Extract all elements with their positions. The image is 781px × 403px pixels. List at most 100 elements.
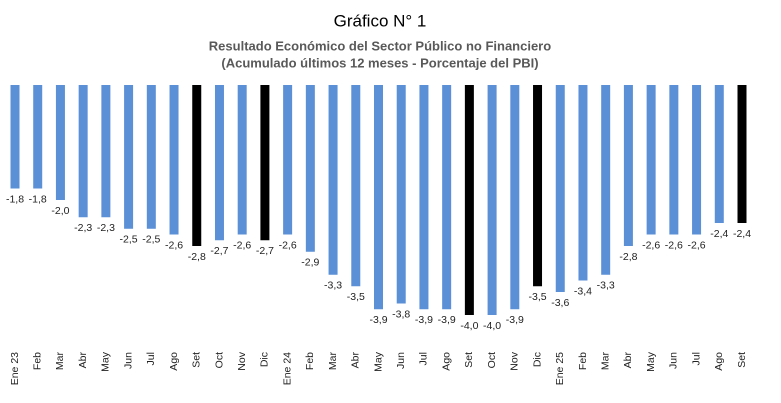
x-tick-label: Abr bbox=[77, 352, 89, 369]
x-tick-label: Mar bbox=[54, 352, 66, 371]
bar bbox=[328, 85, 338, 275]
bar bbox=[396, 85, 406, 304]
value-label: -2,6 bbox=[233, 239, 251, 251]
value-label: -2,4 bbox=[733, 228, 751, 240]
x-tick-label: Feb bbox=[577, 352, 589, 370]
x-tick-label: May bbox=[100, 351, 112, 372]
bar bbox=[419, 85, 429, 310]
x-tick-label: Set bbox=[191, 352, 203, 368]
value-label: -2,5 bbox=[120, 234, 138, 246]
chart-title: Gráfico N° 1 bbox=[334, 11, 427, 30]
value-label: -2,5 bbox=[142, 234, 160, 246]
bar bbox=[192, 85, 202, 246]
value-label: -3,9 bbox=[506, 314, 524, 326]
x-tick-label: Jul bbox=[418, 352, 430, 365]
bar bbox=[464, 85, 474, 315]
value-label: -3,5 bbox=[528, 291, 546, 303]
value-label: -2,6 bbox=[279, 239, 297, 251]
value-label: -3,9 bbox=[415, 314, 433, 326]
value-label: -3,9 bbox=[438, 314, 456, 326]
bar bbox=[78, 85, 88, 218]
x-tick-label: Mar bbox=[599, 352, 611, 371]
x-tick-label: Nov bbox=[236, 351, 248, 370]
x-tick-label: Abr bbox=[350, 352, 362, 369]
x-tick-label: Feb bbox=[304, 352, 316, 370]
value-label: -2,9 bbox=[301, 257, 319, 269]
bar bbox=[601, 85, 611, 275]
value-label: -3,5 bbox=[347, 291, 365, 303]
value-label: -2,7 bbox=[210, 245, 228, 257]
value-label: -2,6 bbox=[642, 239, 660, 251]
value-label: -1,8 bbox=[29, 193, 47, 205]
value-label: -3,4 bbox=[574, 285, 592, 297]
value-label: -4,0 bbox=[483, 320, 501, 332]
bar bbox=[646, 85, 656, 235]
chart-subtitle: (Acumulado últimos 12 meses - Porcentaje… bbox=[221, 55, 538, 70]
bar bbox=[623, 85, 633, 246]
value-label: -3,8 bbox=[392, 308, 410, 320]
bar bbox=[305, 85, 315, 252]
x-tick-label: Ago bbox=[713, 352, 725, 371]
bar bbox=[33, 85, 43, 189]
bar bbox=[169, 85, 179, 235]
bar bbox=[555, 85, 565, 292]
bar bbox=[10, 85, 20, 189]
bar bbox=[55, 85, 65, 200]
x-tick-label: Mar bbox=[327, 352, 339, 371]
x-tick-label: May bbox=[372, 351, 384, 372]
x-tick-label: Feb bbox=[32, 352, 44, 370]
bar bbox=[351, 85, 361, 287]
x-tick-label: Abr bbox=[622, 352, 634, 369]
x-tick-label: May bbox=[645, 351, 657, 372]
x-tick-label: Nov bbox=[509, 351, 521, 370]
x-tick-label: Dic bbox=[259, 352, 271, 367]
value-label: -2,3 bbox=[97, 222, 115, 234]
x-tick-label: Ago bbox=[440, 352, 452, 371]
value-label: -4,0 bbox=[460, 320, 478, 332]
x-tick-label: Ene 23 bbox=[9, 352, 21, 385]
bar bbox=[578, 85, 588, 281]
x-tick-label: Ene 25 bbox=[554, 352, 566, 385]
bar bbox=[533, 85, 543, 287]
bar bbox=[374, 85, 383, 310]
bar bbox=[146, 85, 156, 229]
bar bbox=[260, 85, 270, 241]
bar bbox=[487, 85, 497, 315]
x-tick-label: Jun bbox=[395, 352, 407, 369]
value-label: -2,8 bbox=[188, 251, 206, 263]
bar bbox=[101, 85, 111, 218]
x-tick-label: Oct bbox=[486, 352, 498, 368]
x-tick-label: Set bbox=[463, 352, 475, 368]
x-tick-label: Dic bbox=[531, 352, 543, 367]
bar bbox=[283, 85, 293, 235]
value-label: -2,6 bbox=[688, 239, 706, 251]
x-tick-label: Jul bbox=[690, 352, 702, 365]
value-label: -2,6 bbox=[165, 239, 183, 251]
value-label: -3,3 bbox=[597, 280, 615, 292]
chart-subtitle: Resultado Económico del Sector Público n… bbox=[209, 38, 551, 53]
x-tick-label: Jul bbox=[145, 352, 157, 365]
x-tick-label: Jun bbox=[668, 352, 680, 369]
x-tick-label: Set bbox=[736, 352, 748, 368]
value-label: -2,4 bbox=[710, 228, 728, 240]
bar bbox=[669, 85, 679, 235]
x-tick-label: Oct bbox=[213, 352, 225, 368]
value-label: -1,8 bbox=[6, 193, 24, 205]
x-tick-label: Ago bbox=[168, 352, 180, 371]
value-label: -2,0 bbox=[51, 205, 69, 217]
bar bbox=[692, 85, 702, 235]
value-label: -3,6 bbox=[551, 297, 569, 309]
bar bbox=[714, 85, 724, 223]
bar bbox=[237, 85, 247, 235]
value-label: -2,8 bbox=[619, 251, 637, 263]
x-tick-label: Jun bbox=[122, 352, 134, 369]
value-label: -3,9 bbox=[369, 314, 387, 326]
x-tick-label: Ene 24 bbox=[281, 352, 293, 385]
value-label: -2,3 bbox=[74, 222, 92, 234]
value-label: -3,3 bbox=[324, 280, 342, 292]
bar bbox=[442, 85, 452, 310]
bar bbox=[737, 85, 747, 223]
value-label: -2,7 bbox=[256, 245, 274, 257]
value-label: -2,6 bbox=[665, 239, 683, 251]
